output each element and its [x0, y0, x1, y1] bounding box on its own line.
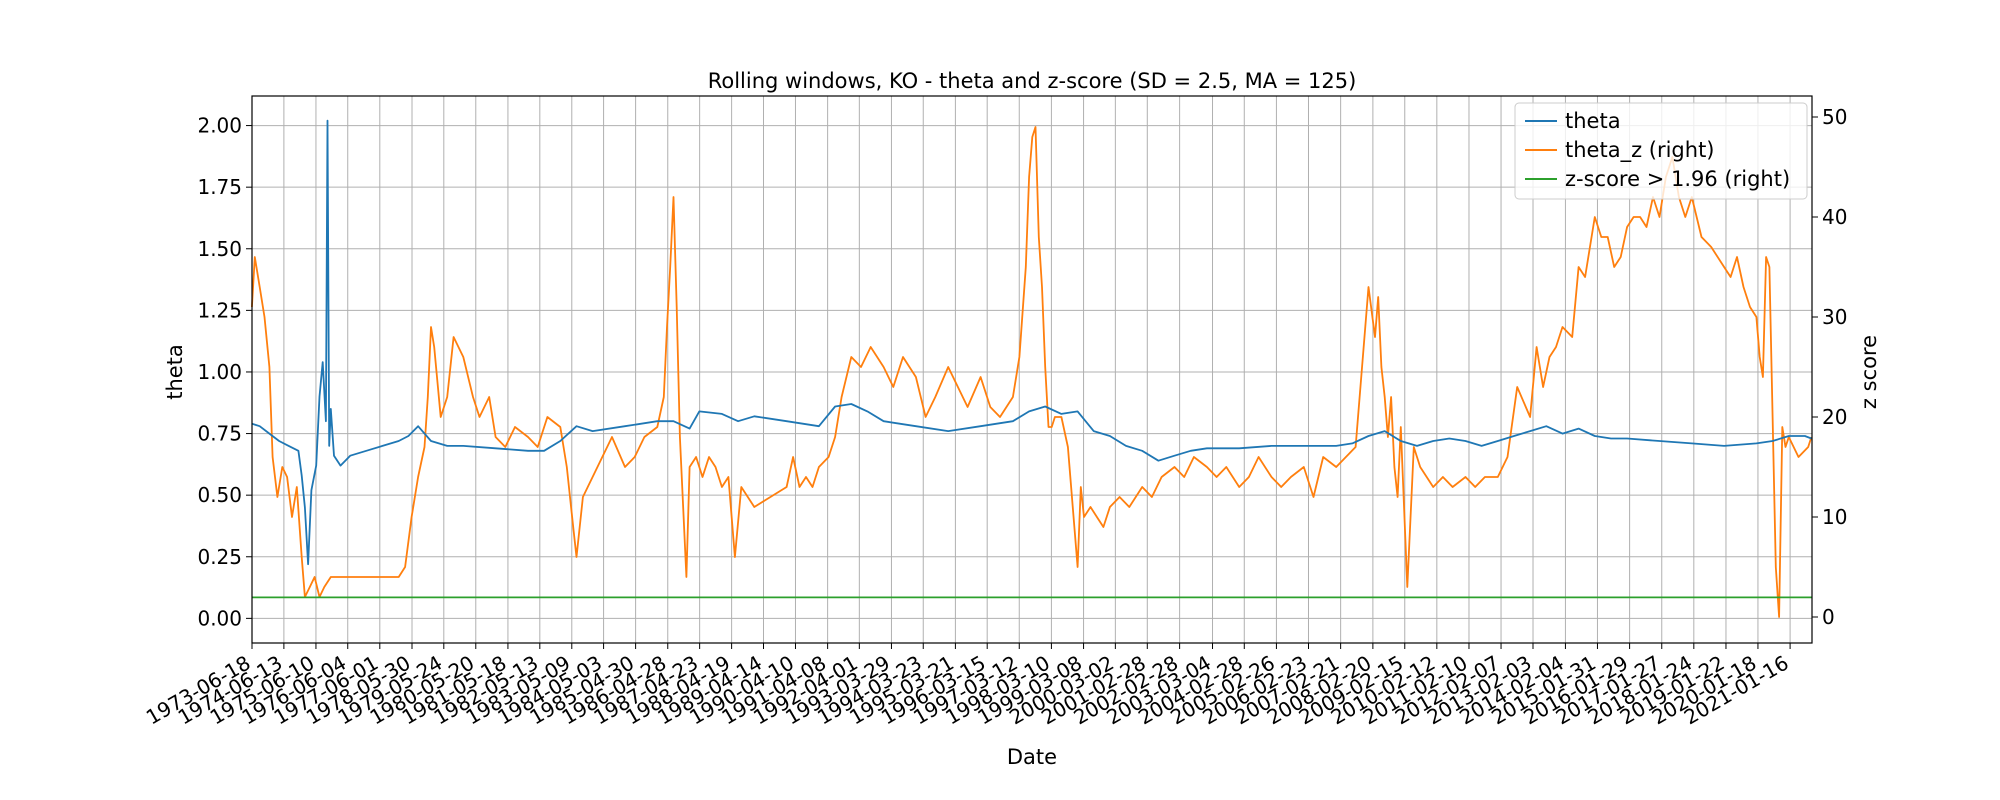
- y-tick-label: 1.25: [197, 298, 242, 322]
- x-axis-ticks: 1973-06-181974-06-131975-06-101976-06-04…: [142, 643, 1793, 729]
- legend-entry: theta: [1565, 109, 1621, 133]
- series-line-theta-z-right: [251, 126, 1813, 618]
- y-tick-label: 0.25: [197, 545, 242, 569]
- legend-box: [1514, 102, 1808, 200]
- axes-frame: [251, 95, 1813, 644]
- y-tick-label: 0.75: [197, 422, 242, 446]
- left-axis-ticks: 0.00 0.25 0.50 0.75 1.00 1.25 1.50 1.75 2.00: [197, 114, 252, 630]
- y-tick-label: 0.50: [197, 483, 242, 507]
- chart-title: Rolling windows, KO - theta and z-score …: [708, 69, 1357, 93]
- legend-entry: theta_z (right): [1565, 138, 1715, 163]
- y-right-tick-label: 30: [1822, 305, 1847, 329]
- y-right-tick-label: 50: [1822, 105, 1847, 129]
- grid-lines: [251, 96, 1812, 643]
- y-tick-label: 1.50: [197, 237, 242, 261]
- y-axis-right-label: z score: [1857, 335, 1881, 409]
- plot-area: [251, 119, 1813, 618]
- y-right-tick-label: 0: [1822, 605, 1835, 629]
- y-tick-label: 0.00: [197, 606, 242, 630]
- y-tick-label: 1.00: [197, 360, 242, 384]
- right-axis-ticks: 0 10 20 30 40 50: [1812, 105, 1847, 629]
- y-tick-label: 1.75: [197, 175, 242, 199]
- series-line-theta: [251, 119, 1812, 566]
- legend: theta theta_z (right) z-score > 1.96 (righ…: [1514, 102, 1808, 200]
- y-tick-label: 2.00: [197, 114, 242, 138]
- y-right-tick-label: 20: [1822, 405, 1847, 429]
- y-right-tick-label: 40: [1822, 205, 1847, 229]
- legend-entry: z-score > 1.96 (right): [1565, 167, 1790, 191]
- x-axis-label: Date: [1007, 745, 1057, 769]
- y-axis-label: theta: [163, 344, 187, 400]
- y-right-tick-label: 10: [1822, 505, 1847, 529]
